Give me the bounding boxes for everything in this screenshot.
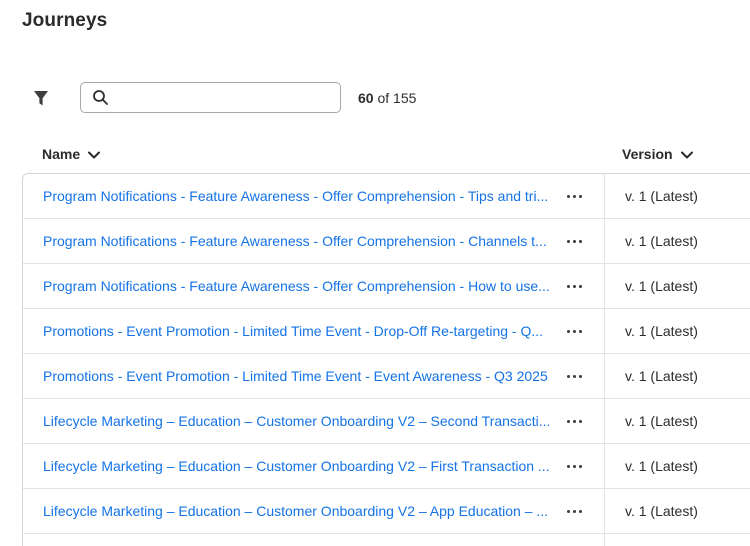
table-row-partial <box>23 534 750 546</box>
journey-name-link[interactable]: Program Notifications - Feature Awarenes… <box>43 278 549 294</box>
table-column-headers: Name Version <box>0 146 750 168</box>
more-options-button[interactable] <box>559 279 590 294</box>
table-row: Lifecycle Marketing – Education – Custom… <box>23 444 750 489</box>
page-title: Journeys <box>22 10 108 31</box>
more-options-button[interactable] <box>559 414 590 429</box>
search-box <box>80 82 341 113</box>
search-icon <box>92 89 109 106</box>
ellipsis-icon <box>567 284 570 288</box>
ellipsis-icon <box>567 509 570 513</box>
table-row: Program Notifications - Feature Awarenes… <box>23 174 750 219</box>
column-header-name-label: Name <box>42 146 81 162</box>
chevron-down-icon <box>680 151 693 159</box>
ellipsis-icon <box>567 194 570 198</box>
version-cell: v. 1 (Latest) <box>604 354 750 398</box>
version-cell: v. 1 (Latest) <box>604 264 750 308</box>
more-options-button[interactable] <box>559 369 590 384</box>
version-cell: v. 1 (Latest) <box>604 309 750 353</box>
ellipsis-icon <box>567 419 570 423</box>
journey-name-link[interactable]: Promotions - Event Promotion - Limited T… <box>43 368 548 384</box>
version-cell: v. 1 (Latest) <box>604 444 750 488</box>
ellipsis-icon <box>567 464 570 468</box>
filter-button[interactable] <box>30 87 52 109</box>
toolbar: 60 of 155 <box>0 82 750 114</box>
more-options-button[interactable] <box>559 324 590 339</box>
version-cell: v. 1 (Latest) <box>604 489 750 533</box>
table-row: Program Notifications - Feature Awarenes… <box>23 219 750 264</box>
version-cell <box>604 534 750 546</box>
search-input[interactable] <box>109 83 340 112</box>
more-options-button[interactable] <box>559 459 590 474</box>
table-row: Lifecycle Marketing – Education – Custom… <box>23 399 750 444</box>
chevron-down-icon <box>88 151 101 159</box>
column-header-version[interactable]: Version <box>622 146 693 162</box>
journey-name-link[interactable]: Promotions - Event Promotion - Limited T… <box>43 323 544 339</box>
column-header-name[interactable]: Name <box>42 146 101 162</box>
version-cell: v. 1 (Latest) <box>604 399 750 443</box>
more-options-button[interactable] <box>559 504 590 519</box>
more-options-button[interactable] <box>559 234 590 249</box>
version-cell: v. 1 (Latest) <box>604 219 750 263</box>
journey-name-link[interactable]: Lifecycle Marketing – Education – Custom… <box>43 503 549 519</box>
funnel-icon <box>33 90 49 107</box>
journey-name-link[interactable]: Program Notifications - Feature Awarenes… <box>43 188 549 204</box>
result-count-shown: 60 <box>358 90 374 106</box>
ellipsis-icon <box>567 374 570 378</box>
more-options-button[interactable] <box>559 189 590 204</box>
column-header-version-label: Version <box>622 146 673 162</box>
ellipsis-icon <box>567 239 570 243</box>
version-cell: v. 1 (Latest) <box>604 174 750 218</box>
table-row: Lifecycle Marketing – Education – Custom… <box>23 489 750 534</box>
result-count-total: of 155 <box>373 90 417 106</box>
result-count: 60 of 155 <box>358 90 416 106</box>
ellipsis-icon <box>567 329 570 333</box>
journeys-table: Program Notifications - Feature Awarenes… <box>22 173 750 546</box>
table-row: Program Notifications - Feature Awarenes… <box>23 264 750 309</box>
journey-name-link[interactable]: Lifecycle Marketing – Education – Custom… <box>43 413 549 429</box>
table-row: Promotions - Event Promotion - Limited T… <box>23 309 750 354</box>
table-row: Promotions - Event Promotion - Limited T… <box>23 354 750 399</box>
journey-name-link[interactable]: Lifecycle Marketing – Education – Custom… <box>43 458 549 474</box>
journey-name-link[interactable]: Program Notifications - Feature Awarenes… <box>43 233 547 249</box>
